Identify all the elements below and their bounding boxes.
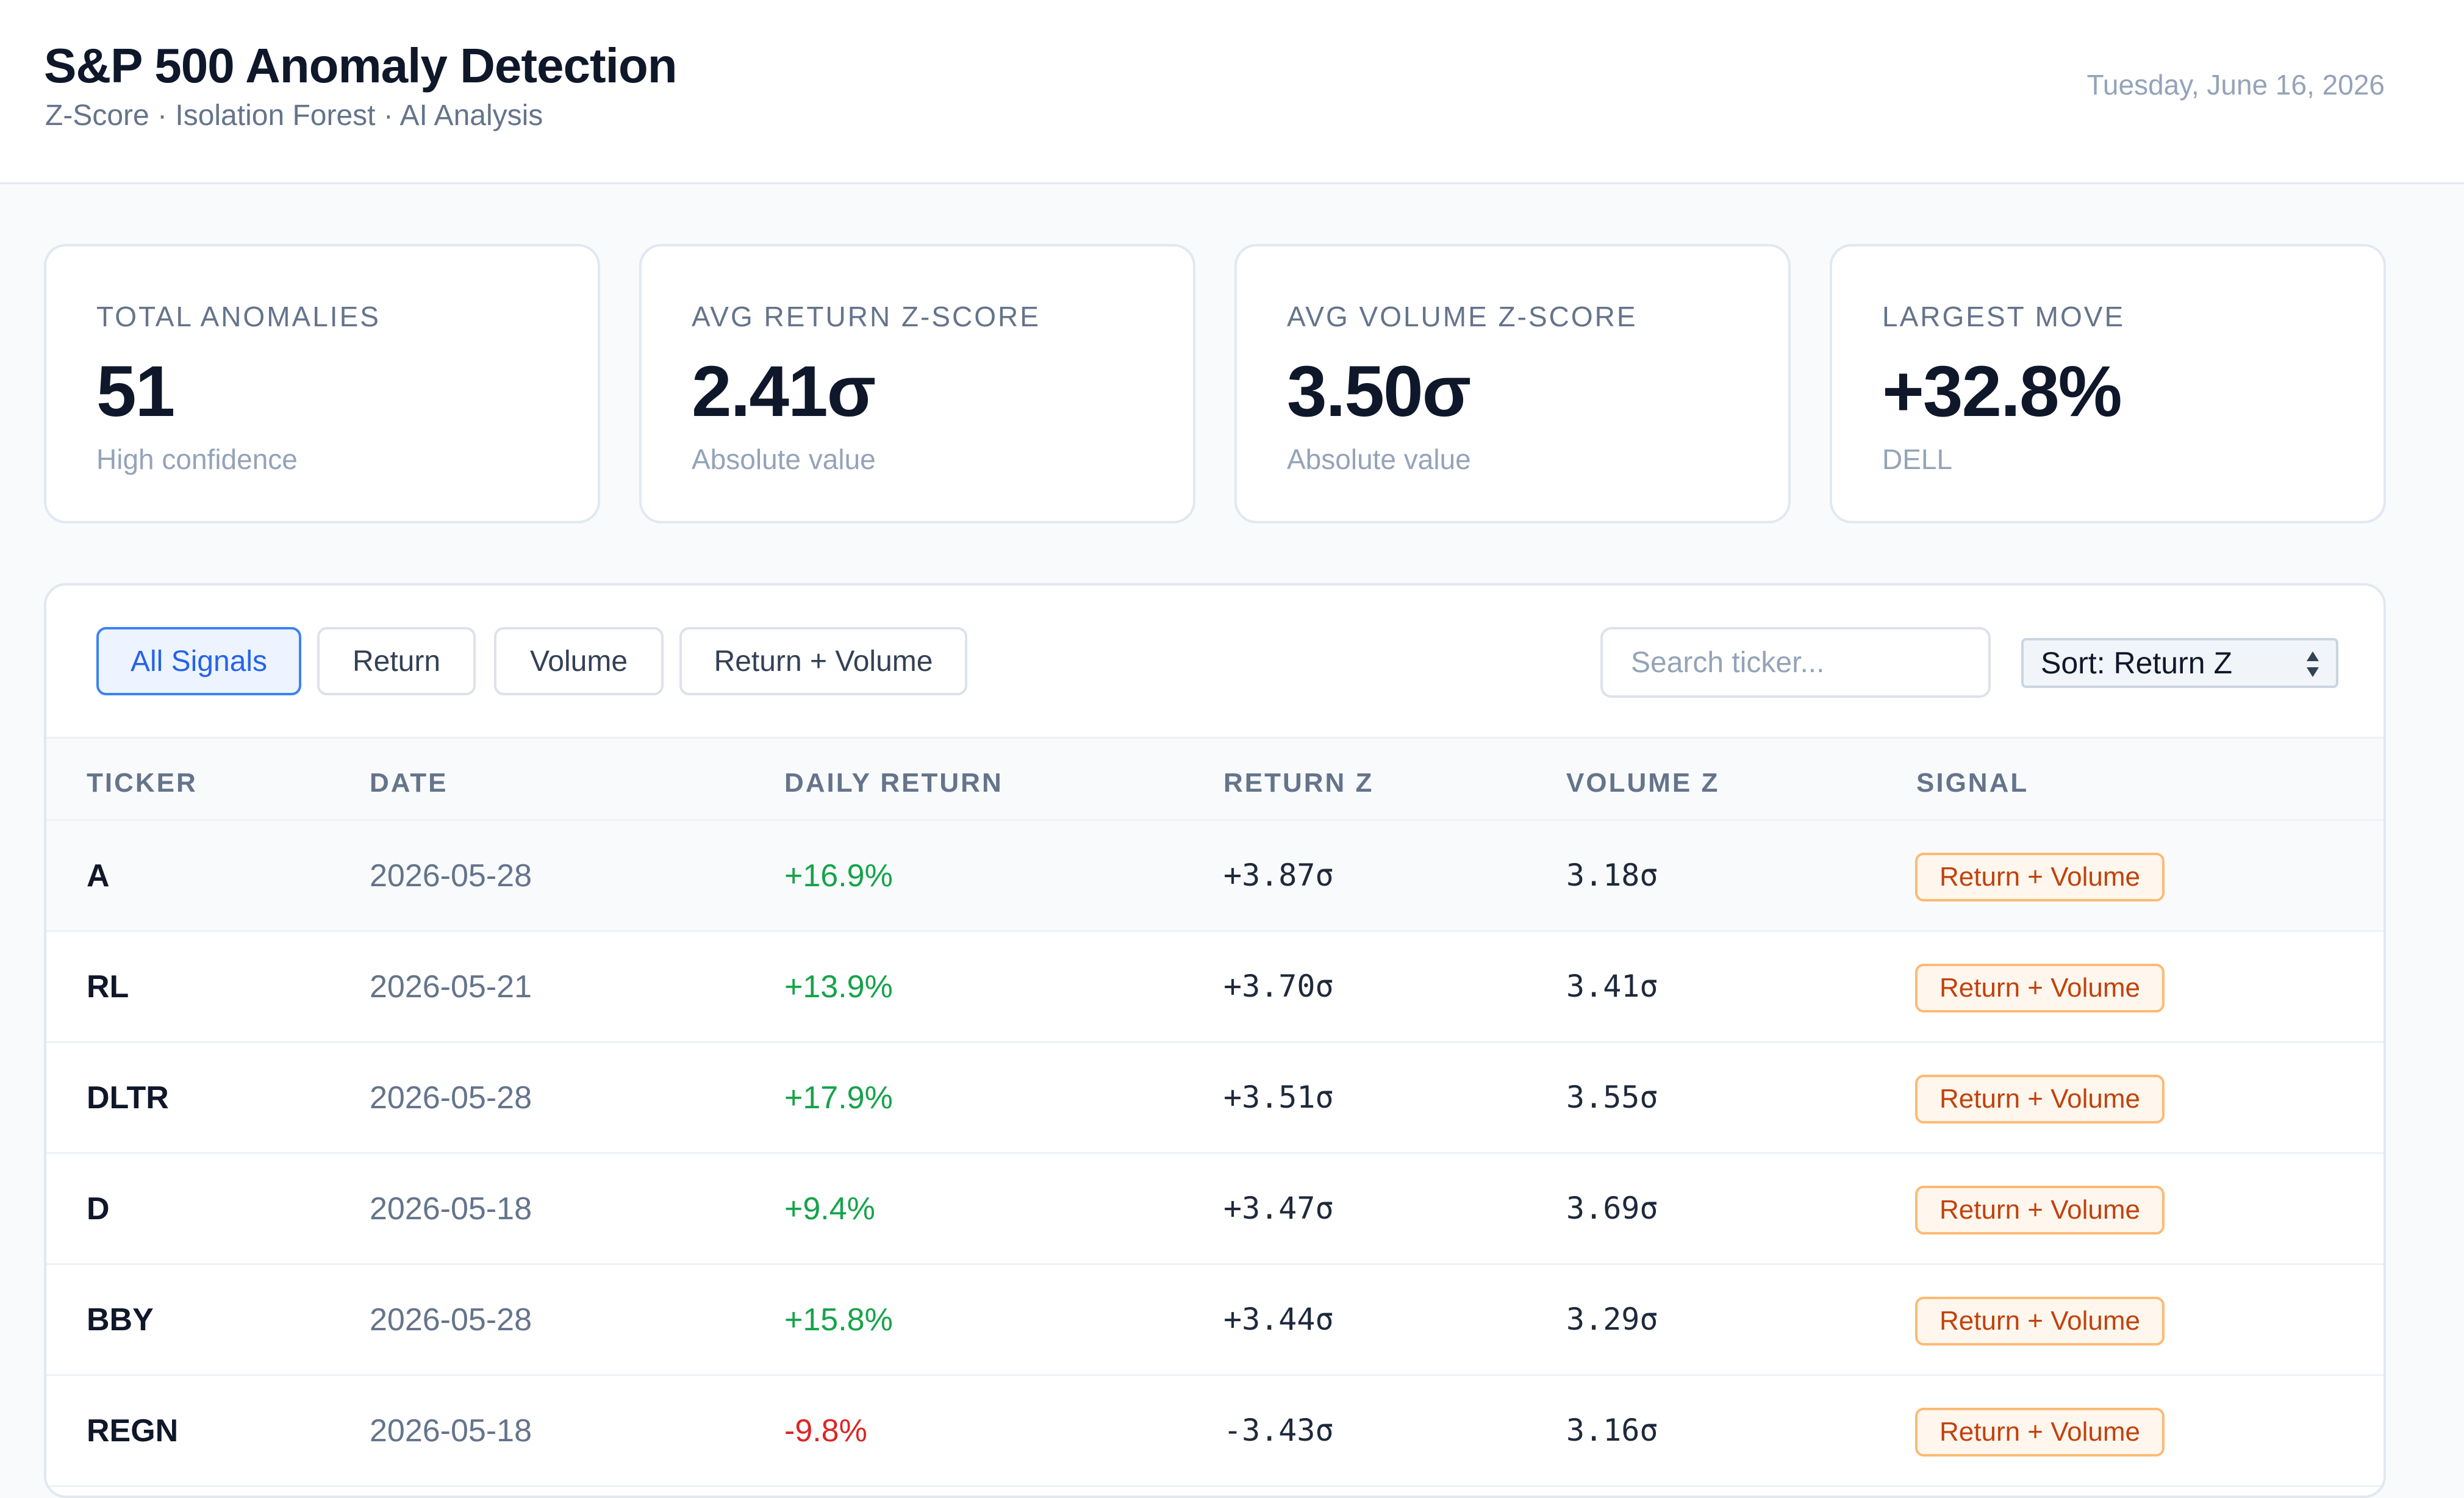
- signal-badge: Return + Volume: [1915, 1075, 2165, 1124]
- daily-return-cell: +13.9%: [784, 969, 893, 1005]
- signal-badge: Return + Volume: [1915, 1186, 2165, 1235]
- signal-badge: Return + Volume: [1915, 853, 2165, 901]
- volume-z-cell: 3.69σ: [1566, 1191, 1658, 1226]
- stat-value: +32.8%: [1882, 351, 2122, 432]
- date-cell: 2026-05-21: [370, 969, 532, 1005]
- current-date: Tuesday, June 16, 2026: [2086, 69, 2385, 101]
- daily-return-cell: +9.4%: [784, 1191, 875, 1227]
- filter-return-button[interactable]: Return: [317, 627, 476, 695]
- search-ticker-input[interactable]: [1600, 627, 1991, 698]
- ticker-cell: D: [87, 1191, 110, 1227]
- ticker-cell: A: [87, 858, 110, 894]
- table-row[interactable]: D 2026-05-18 +9.4% +3.47σ 3.69σ Return +…: [46, 1154, 2383, 1265]
- stat-card-largest-move: Largest Move +32.8% DELL: [1830, 244, 2386, 523]
- stat-value: 3.50σ: [1287, 351, 1471, 432]
- column-header-daily-return[interactable]: Daily Return: [784, 768, 1003, 798]
- column-header-date[interactable]: Date: [370, 768, 448, 798]
- page-subtitle: Z-Score · Isolation Forest · AI Analysis: [45, 99, 543, 132]
- sort-selected-label: Sort: Return Z: [2041, 646, 2232, 680]
- table-row[interactable]: RL 2026-05-21 +13.9% +3.70σ 3.41σ Return…: [46, 932, 2383, 1043]
- ticker-cell: BBY: [87, 1302, 154, 1338]
- ticker-cell: REGN: [87, 1413, 179, 1449]
- volume-z-cell: 3.29σ: [1566, 1302, 1658, 1337]
- table-row[interactable]: DLTR 2026-05-28 +17.9% +3.51σ 3.55σ Retu…: [46, 1043, 2383, 1154]
- daily-return-cell: +15.8%: [784, 1302, 893, 1338]
- table-header: Ticker Date Daily Return Return Z Volume…: [46, 737, 2383, 821]
- stat-value: 51: [96, 351, 175, 432]
- date-cell: 2026-05-28: [370, 1080, 532, 1116]
- signal-badge: Return + Volume: [1915, 1408, 2165, 1457]
- stat-card-total-anomalies: Total Anomalies 51 High confidence: [44, 244, 600, 523]
- page-title: S&P 500 Anomaly Detection: [44, 38, 678, 93]
- date-cell: 2026-05-18: [370, 1413, 532, 1449]
- date-cell: 2026-05-28: [370, 1302, 532, 1338]
- stat-label: Largest Move: [1882, 301, 2126, 332]
- stat-card-avg-return-z: Avg Return Z-Score 2.41σ Absolute value: [639, 244, 1195, 523]
- signal-badge: Return + Volume: [1915, 1297, 2165, 1346]
- stat-note: Absolute value: [1287, 443, 1471, 475]
- sort-select[interactable]: Sort: Return Z: [2021, 638, 2338, 688]
- column-header-ticker[interactable]: Ticker: [87, 768, 198, 798]
- filter-return-volume-button[interactable]: Return + Volume: [679, 627, 967, 695]
- stat-card-avg-volume-z: Avg Volume Z-Score 3.50σ Absolute value: [1234, 244, 1791, 523]
- stat-note: High confidence: [96, 443, 298, 475]
- stat-note: DELL: [1882, 443, 1953, 475]
- stats-row: Total Anomalies 51 High confidence Avg R…: [44, 244, 2386, 523]
- ticker-cell: DLTR: [87, 1080, 169, 1116]
- volume-z-cell: 3.55σ: [1566, 1080, 1658, 1115]
- stat-note: Absolute value: [692, 443, 876, 475]
- table-row[interactable]: REGN 2026-05-18 -9.8% -3.43σ 3.16σ Retur…: [46, 1376, 2383, 1487]
- stat-label: Avg Return Z-Score: [692, 301, 1040, 332]
- volume-z-cell: 3.16σ: [1566, 1413, 1658, 1448]
- anomaly-table-panel: All Signals Return Volume Return + Volum…: [44, 583, 2386, 1498]
- table-row[interactable]: A 2026-05-28 +16.9% +3.87σ 3.18σ Return …: [46, 821, 2383, 932]
- signal-badge: Return + Volume: [1915, 964, 2165, 1012]
- column-header-signal[interactable]: Signal: [1916, 768, 2029, 798]
- return-z-cell: -3.43σ: [1223, 1413, 1334, 1448]
- filter-volume-button[interactable]: Volume: [494, 627, 664, 695]
- date-cell: 2026-05-28: [370, 858, 532, 894]
- return-z-cell: +3.47σ: [1223, 1191, 1334, 1226]
- volume-z-cell: 3.18σ: [1566, 858, 1658, 893]
- stat-label: Avg Volume Z-Score: [1287, 301, 1638, 332]
- daily-return-cell: +16.9%: [784, 858, 893, 894]
- column-header-return-z[interactable]: Return Z: [1223, 768, 1374, 798]
- daily-return-cell: -9.8%: [784, 1413, 867, 1449]
- ticker-cell: RL: [87, 969, 129, 1005]
- return-z-cell: +3.44σ: [1223, 1302, 1334, 1337]
- stat-value: 2.41σ: [692, 351, 876, 432]
- return-z-cell: +3.51σ: [1223, 1080, 1334, 1115]
- filter-all-signals-button[interactable]: All Signals: [96, 627, 301, 695]
- select-arrows-icon: [2307, 651, 2319, 677]
- page-header: S&P 500 Anomaly Detection Z-Score · Isol…: [0, 0, 2464, 184]
- column-header-volume-z[interactable]: Volume Z: [1566, 768, 1720, 798]
- stat-label: Total Anomalies: [96, 301, 381, 332]
- daily-return-cell: +17.9%: [784, 1080, 893, 1116]
- return-z-cell: +3.70σ: [1223, 969, 1334, 1004]
- date-cell: 2026-05-18: [370, 1191, 532, 1227]
- return-z-cell: +3.87σ: [1223, 858, 1334, 893]
- volume-z-cell: 3.41σ: [1566, 969, 1658, 1004]
- table-row[interactable]: BBY 2026-05-28 +15.8% +3.44σ 3.29σ Retur…: [46, 1265, 2383, 1376]
